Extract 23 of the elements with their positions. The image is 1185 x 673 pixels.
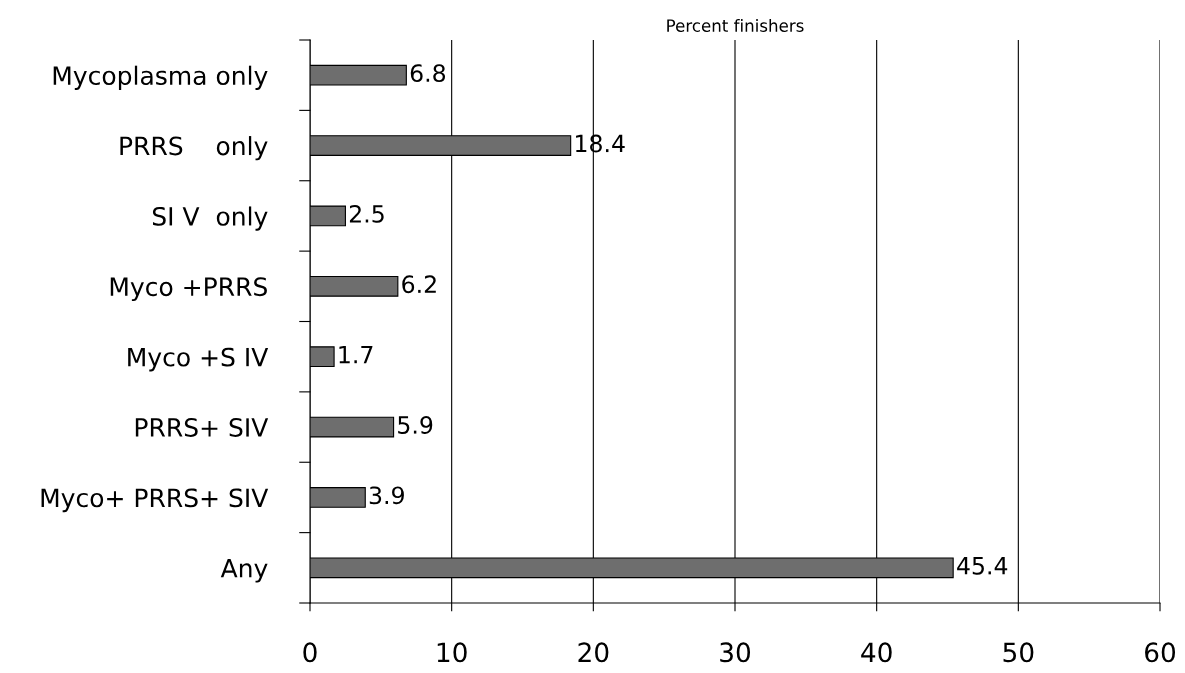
data-label: 5.9 xyxy=(398,416,433,434)
data-label: 6.2 xyxy=(402,275,436,294)
y-tick-label: PRRS+ SIV xyxy=(135,418,269,437)
y-tick-label: SI V only xyxy=(152,206,268,231)
data-label: 1.7 xyxy=(339,345,373,364)
x-tick-label: 0 xyxy=(303,642,317,663)
x-tick-label: 30 xyxy=(720,642,751,663)
y-tick-label: Myco +PRRS xyxy=(110,277,267,302)
data-label: 6.8 xyxy=(410,64,446,83)
y-tick-label: Mycoplasma only xyxy=(53,65,268,90)
y-tick-label: Myco +S IV xyxy=(128,347,269,372)
y-tick-label: Myco+ PRRS+ SIV xyxy=(41,488,269,513)
x-tick-label: 60 xyxy=(1145,642,1176,663)
y-tick-label: Any xyxy=(220,559,268,583)
x-tick-label: 10 xyxy=(437,642,467,663)
chart-title: Percent finishers xyxy=(667,19,804,32)
x-tick-label: 50 xyxy=(1003,642,1034,663)
x-tick-label: 20 xyxy=(578,642,609,663)
x-tick-label: 40 xyxy=(861,642,892,663)
data-label: 3.9 xyxy=(369,486,404,505)
y-tick-label: PRRS only xyxy=(120,136,268,161)
data-label: 45.4 xyxy=(957,557,1008,575)
data-label: 2.5 xyxy=(349,204,384,223)
